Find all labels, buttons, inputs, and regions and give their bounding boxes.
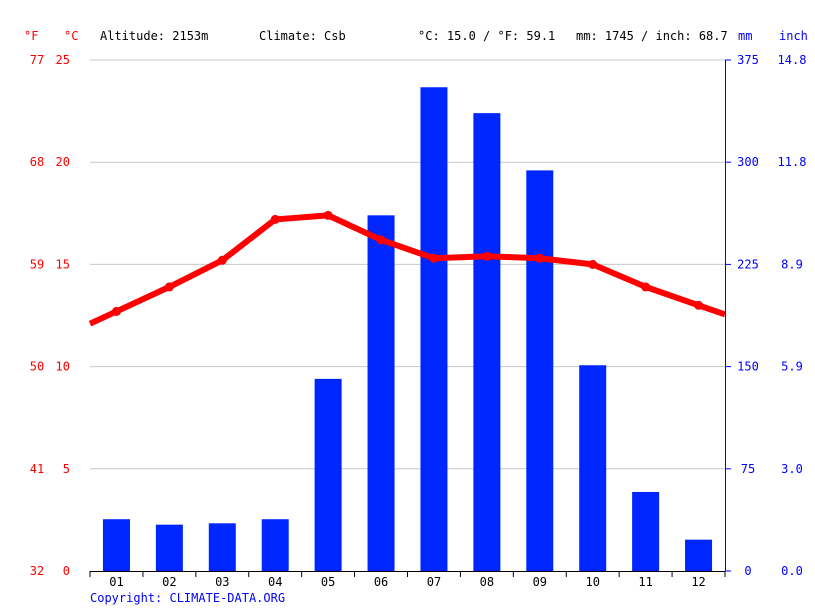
x-tick-label: 05 [321, 575, 335, 589]
temperature-point-12 [694, 300, 704, 310]
temperature-point-08 [482, 251, 492, 261]
precipitation-bars [102, 87, 713, 572]
fahrenheit-tick-label: 77 [30, 53, 44, 67]
mm-unit-label: mm [738, 29, 752, 43]
x-tick-label: 01 [109, 575, 123, 589]
mm-tick-label: 225 [737, 257, 759, 271]
temperature-point-04 [270, 214, 280, 224]
chart-header: °F °C Altitude: 2153m Climate: Csb °C: 1… [24, 29, 808, 43]
precipitation-bar-02 [155, 524, 183, 571]
fahrenheit-tick-label: 59 [30, 257, 44, 271]
precipitation-total-label: mm: 1745 / inch: 68.7 [576, 29, 728, 43]
inch-tick-label: 3.0 [781, 462, 803, 476]
inch-unit-label: inch [779, 29, 808, 43]
x-tick-label: 10 [585, 575, 599, 589]
temperature-series-line [88, 212, 726, 327]
temperature-line [88, 210, 726, 327]
precipitation-bar-08 [473, 113, 501, 572]
average-temperature-label: °C: 15.0 / °F: 59.1 [418, 29, 555, 43]
altitude-label: Altitude: 2153m [100, 29, 208, 43]
x-tick-label: 11 [638, 575, 652, 589]
temperature-point-06 [376, 235, 386, 245]
x-tick-label: 03 [215, 575, 229, 589]
temperature-point-11 [641, 282, 651, 292]
temperature-point-07 [429, 253, 439, 263]
precipitation-bar-06 [367, 215, 395, 571]
temperature-point-09 [535, 253, 545, 263]
precipitation-bar-07 [420, 87, 448, 572]
celsius-tick-label: 10 [56, 360, 70, 374]
fahrenheit-unit-label: °F [24, 29, 38, 43]
celsius-tick-label: 15 [56, 257, 70, 271]
precipitation-bar-04 [261, 519, 289, 571]
climate-label: Climate: Csb [259, 29, 346, 43]
precipitation-bar-11 [632, 491, 660, 571]
celsius-tick-label: 5 [63, 462, 70, 476]
inch-tick-label: 5.9 [781, 360, 803, 374]
mm-tick-label: 0 [744, 564, 751, 578]
temperature-point-10 [588, 259, 598, 269]
mm-tick-label: 300 [737, 155, 759, 169]
x-tick-label: 07 [427, 575, 441, 589]
x-tick-label: 06 [374, 575, 388, 589]
fahrenheit-tick-label: 32 [30, 564, 44, 578]
x-tick-label: 09 [533, 575, 547, 589]
mm-tick-label: 75 [741, 462, 755, 476]
mm-tick-label: 375 [737, 53, 759, 67]
temperature-point-03 [217, 255, 227, 265]
inch-tick-label: 11.8 [778, 155, 807, 169]
celsius-tick-label: 25 [56, 53, 70, 67]
precipitation-bar-10 [579, 365, 607, 571]
x-tick-label: 04 [268, 575, 282, 589]
temperature-point-01 [111, 306, 121, 316]
precipitation-bar-03 [208, 523, 236, 571]
celsius-tick-label: 0 [63, 564, 70, 578]
x-tick-label: 02 [162, 575, 176, 589]
copyright-text: Copyright: CLIMATE-DATA.ORG [90, 591, 286, 605]
celsius-unit-label: °C [64, 29, 78, 43]
gridlines [90, 59, 725, 470]
axes: 01 02 03 04 05 06 07 08 09 10 11 127768595041322520… [30, 53, 807, 589]
precipitation-bar-09 [526, 170, 554, 571]
precipitation-bar-01 [102, 519, 130, 571]
inch-tick-label: 8.9 [781, 257, 803, 271]
x-tick-label: 08 [480, 575, 494, 589]
temperature-point-02 [164, 282, 174, 292]
precipitation-bar-05 [314, 378, 342, 571]
fahrenheit-tick-label: 68 [30, 155, 44, 169]
fahrenheit-tick-label: 50 [30, 360, 44, 374]
celsius-tick-label: 20 [56, 155, 70, 169]
precipitation-bar-12 [685, 539, 713, 571]
mm-tick-label: 150 [737, 360, 759, 374]
inch-tick-label: 14.8 [778, 53, 807, 67]
temperature-point-05 [323, 210, 333, 220]
x-tick-label: 12 [691, 575, 705, 589]
fahrenheit-tick-label: 41 [30, 462, 44, 476]
inch-tick-label: 0.0 [781, 564, 803, 578]
